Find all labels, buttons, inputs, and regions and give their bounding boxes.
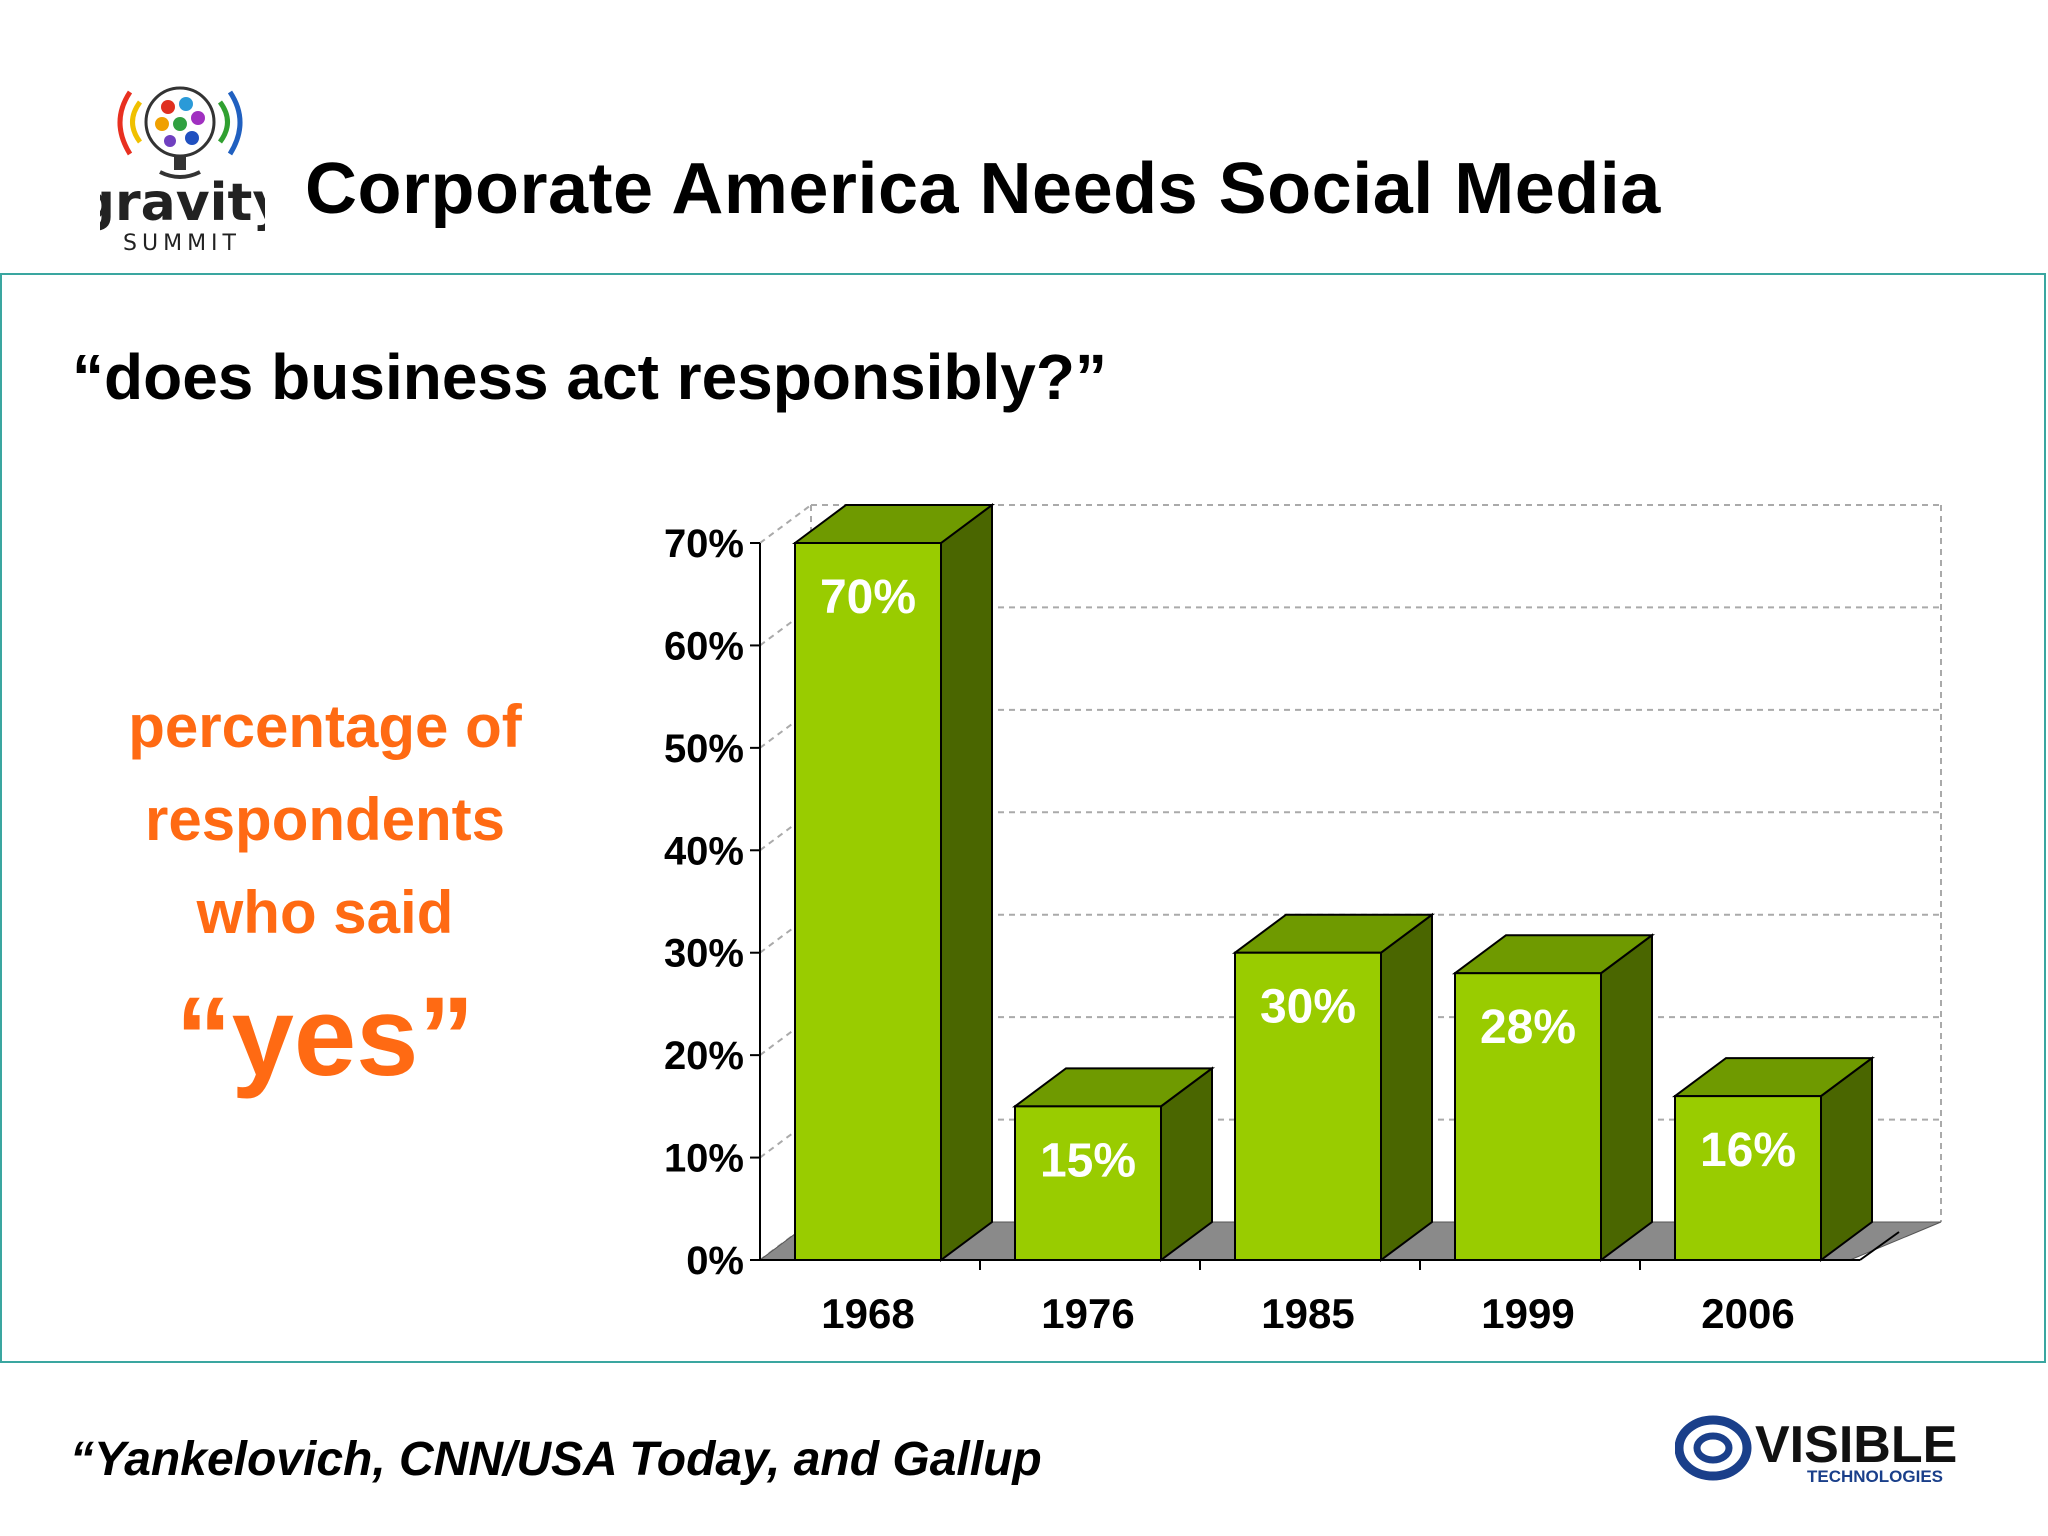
x-tick-label-2006: 2006 [1701,1290,1794,1337]
data-label-1968: 70% [820,571,916,624]
gravity-summit-logo: gravity SUMMIT [78,62,286,257]
caption-line-3: who said [196,879,454,946]
page-title: Corporate America Needs Social Media [305,149,1661,229]
bar-side-1968 [940,503,993,1262]
visible-logo-word: VISIBLE [1755,1416,1957,1474]
y-tick-label: 20% [664,1034,744,1078]
question-heading: “does business act responsibly?” [72,341,1107,413]
visible-technologies-logo-graphic: VISIBLE TECHNOLOGIES [1674,1415,1957,1486]
bar-1976 [1014,1105,1162,1262]
chart-caption: percentage of respondents who said “yes” [60,680,590,1107]
y-tick-label: 60% [664,624,744,668]
y-tick-label: 10% [664,1137,744,1181]
data-label-2006: 16% [1700,1124,1796,1177]
y-tick-label: 50% [664,727,744,771]
content-frame [0,273,2046,1363]
bar-side-1999 [1600,933,1653,1262]
bar-1999 [1454,972,1602,1261]
x-axis-depth [1859,1231,1900,1261]
bar-1968 [794,542,942,1261]
caption-line-2: respondents [144,786,506,853]
data-label-1999: 28% [1480,1001,1576,1054]
caption-line-1: percentage of [128,693,522,760]
y-tick-label: 40% [664,829,744,873]
x-tick-label-1999: 1999 [1481,1290,1574,1337]
source-citation: “Yankelovich, CNN/USA Today, and Gallup [70,1433,1042,1486]
gravity-logo-word: gravity [100,173,265,233]
x-tick-label-1968: 1968 [821,1290,914,1337]
data-label-1976: 15% [1040,1134,1136,1187]
bar-2006 [1674,1095,1822,1261]
bar-side-1985 [1380,912,1433,1262]
y-tick-label: 70% [664,522,744,566]
gravity-summit-logo-graphic: gravity SUMMIT [78,86,286,256]
visible-technologies-logo: VISIBLE TECHNOLOGIES [1674,1410,1990,1486]
y-tick-label: 0% [686,1239,744,1283]
caption-emphasis: “yes” [175,974,475,1099]
data-label-1985: 30% [1260,981,1356,1034]
gravity-logo-sub: SUMMIT [123,231,241,256]
x-tick-label-1976: 1976 [1041,1290,1134,1337]
y-tick-label: 30% [664,932,744,976]
x-tick-label-1985: 1985 [1261,1290,1354,1337]
bar-1985 [1234,951,1382,1261]
visible-logo-sub: TECHNOLOGIES [1807,1467,1943,1486]
